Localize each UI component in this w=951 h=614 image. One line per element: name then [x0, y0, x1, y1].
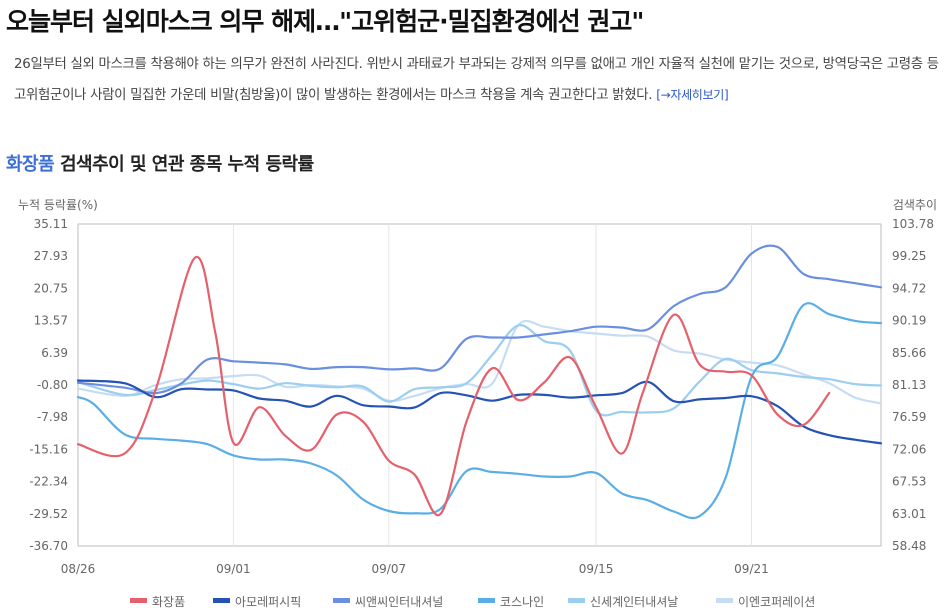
y-tick-left: 20.75 — [34, 281, 68, 295]
series-line-5 — [76, 319, 883, 405]
legend-label: 아모레퍼시픽 — [235, 595, 301, 609]
line-chart: 누적 등락률(%) 검색추이 35.11 27.93 20.75 13.57 6.39 -0.… — [18, 198, 937, 609]
legend-label: 이엔코퍼레이션 — [738, 595, 815, 609]
chart-title: 화장품 검색추이 및 연관 종목 누적 등락률 — [6, 150, 314, 176]
article-headline: 오늘부터 실외마스크 의무 해제…"고위험군·밀집환경에선 권고" — [6, 7, 644, 36]
legend-swatch — [333, 598, 350, 603]
x-tick-label: 09/07 — [372, 562, 407, 576]
legend-label: 화장품 — [152, 595, 185, 609]
y-axis-left-label: 누적 등락률(%) — [18, 198, 98, 212]
legend-swatch — [130, 598, 147, 603]
y-tick-left: -15.16 — [29, 442, 68, 456]
y-tick-left: 35.11 — [34, 217, 68, 231]
y-tick-right: 72.06 — [892, 442, 926, 456]
more-link[interactable]: [→자세히보기] — [656, 88, 729, 102]
y-tick-left: 27.93 — [34, 249, 68, 263]
y-tick-right: 85.66 — [892, 346, 926, 360]
chart-title-rest: 검색추이 및 연관 종목 누적 등락률 — [54, 154, 314, 175]
series-line-3 — [76, 302, 883, 520]
series-line-2 — [76, 244, 883, 395]
article-summary: 26일부터 실외 마스크를 착용해야 하는 의무가 완전히 사라진다. 위반시 … — [14, 50, 944, 111]
y-tick-left: -36.70 — [29, 539, 68, 553]
series-line-0 — [76, 255, 831, 517]
y-tick-right: 76.59 — [892, 410, 926, 424]
legend-swatch — [716, 598, 733, 603]
legend-swatch — [478, 598, 495, 603]
x-tick-label: 09/21 — [734, 562, 769, 576]
x-tick-label: 08/26 — [61, 562, 96, 576]
y-tick-left: -7.98 — [37, 410, 68, 424]
legend-label: 신세계인터내셔날 — [590, 595, 678, 609]
x-tick-label: 09/01 — [216, 562, 251, 576]
y-tick-right: 58.48 — [892, 539, 926, 553]
y-axis-right-label: 검색추이 — [893, 198, 937, 212]
y-tick-right: 90.19 — [892, 314, 926, 328]
article-summary-text: 26일부터 실외 마스크를 착용해야 하는 의무가 완전히 사라진다. 위반시 … — [14, 57, 939, 103]
y-tick-right: 99.25 — [892, 249, 926, 263]
legend-swatch — [213, 598, 230, 603]
series-line-4 — [76, 324, 883, 417]
y-tick-left: -22.34 — [29, 475, 68, 489]
y-tick-left: 13.57 — [34, 314, 68, 328]
y-tick-left: -0.80 — [37, 378, 68, 392]
y-tick-right: 63.01 — [892, 507, 926, 521]
legend-swatch — [568, 598, 585, 603]
legend-label: 씨앤씨인터내셔널 — [355, 595, 443, 609]
y-tick-left: 6.39 — [41, 346, 68, 360]
y-tick-right: 94.72 — [892, 281, 926, 295]
chart-title-keyword: 화장품 — [6, 154, 55, 175]
y-tick-right: 103.78 — [892, 217, 934, 231]
y-tick-right: 67.53 — [892, 475, 926, 489]
legend-label: 코스나인 — [500, 595, 544, 609]
y-tick-left: -29.52 — [29, 507, 68, 521]
y-tick-right: 81.13 — [892, 378, 926, 392]
x-tick-label: 09/15 — [579, 562, 614, 576]
series-line-1 — [76, 379, 883, 445]
